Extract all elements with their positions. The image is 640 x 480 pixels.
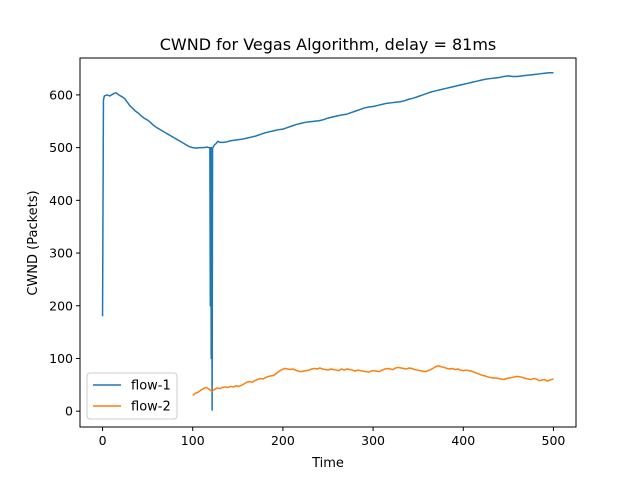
x-tick-label: 200 bbox=[271, 433, 295, 448]
series-line-flow-1 bbox=[101, 72, 554, 411]
y-tick-label: 100 bbox=[49, 351, 73, 366]
x-tick-label: 400 bbox=[451, 433, 475, 448]
legend-label-flow-1: flow-1 bbox=[131, 379, 171, 394]
x-tick-label: 100 bbox=[181, 433, 205, 448]
x-tick-label: 500 bbox=[542, 433, 566, 448]
y-axis: 0 100 200 300 400 500 600 bbox=[49, 87, 80, 419]
x-axis-label: Time bbox=[311, 456, 344, 471]
legend-label-flow-2: flow-2 bbox=[131, 400, 171, 415]
x-tick-label: 300 bbox=[361, 433, 385, 448]
y-tick-label: 200 bbox=[49, 298, 73, 313]
y-axis-label: CWND (Packets) bbox=[26, 190, 41, 295]
y-tick-label: 300 bbox=[49, 246, 73, 261]
x-axis: 0 100 200 300 400 500 bbox=[99, 427, 566, 448]
y-tick-label: 400 bbox=[49, 193, 73, 208]
plot-area: 0 100 200 300 400 500 0 100 200 300 400 500 600 bbox=[49, 57, 577, 448]
y-tick-label: 600 bbox=[49, 87, 73, 102]
y-tick-label: 500 bbox=[49, 140, 73, 155]
legend: flow-1 flow-2 bbox=[86, 372, 178, 420]
series-layer bbox=[101, 72, 554, 411]
plot-frame bbox=[79, 57, 577, 428]
y-tick-label: 0 bbox=[65, 404, 73, 419]
series-line-flow-2 bbox=[192, 365, 554, 396]
chart-title: CWND for Vegas Algorithm, delay = 81ms bbox=[160, 35, 497, 54]
x-tick-label: 0 bbox=[99, 433, 107, 448]
